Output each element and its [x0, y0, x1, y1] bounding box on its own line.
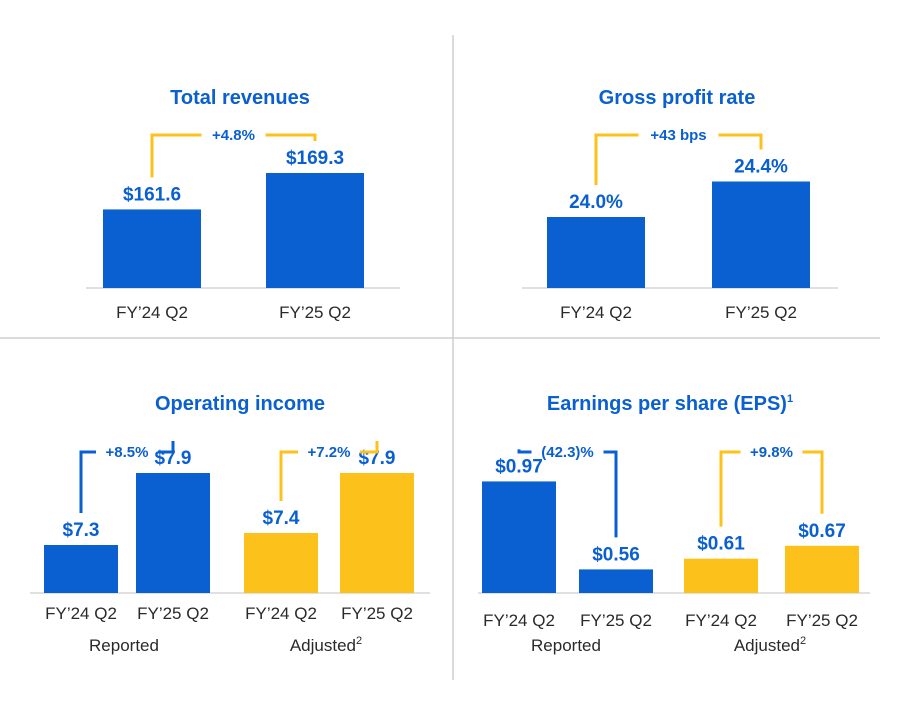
data-label: $169.3	[286, 148, 344, 169]
chart-title: Operating income	[155, 393, 325, 415]
group-label: Adjusted2	[734, 635, 806, 655]
change-connector	[79, 441, 175, 513]
data-label: $0.97	[495, 456, 543, 477]
tick-label: FY’25 Q2	[279, 303, 351, 322]
chart-title: Gross profit rate	[599, 87, 756, 109]
panel-total-revenues: Total revenues $161.6 $169.3 +4.8% FY’24 Q…	[86, 87, 400, 322]
bar	[547, 217, 645, 288]
bar	[684, 558, 758, 593]
bar	[785, 545, 859, 593]
data-label: $7.4	[263, 508, 300, 529]
bar	[266, 172, 364, 288]
change-connector	[279, 441, 379, 501]
group-label-text: Adjusted	[290, 636, 356, 655]
group-label: Reported	[531, 636, 601, 655]
change-label: (42.3)%	[541, 444, 594, 461]
change-connector	[594, 133, 763, 185]
bar	[340, 473, 414, 593]
data-label: $0.61	[697, 534, 745, 555]
change-connector	[719, 450, 824, 527]
data-label: $0.56	[592, 544, 640, 565]
change-connector	[150, 133, 317, 178]
tick-label: FY’24 Q2	[560, 303, 632, 322]
bar	[103, 209, 201, 288]
tick-label: FY’25 Q2	[580, 611, 652, 630]
footnote-marker: 2	[356, 635, 362, 647]
tick-label: FY’24 Q2	[116, 303, 188, 322]
data-label: $7.3	[63, 520, 100, 541]
change-label: +43 bps	[650, 127, 706, 144]
change-connector	[517, 449, 618, 538]
tick-label: FY’25 Q2	[725, 303, 797, 322]
data-label: 24.0%	[569, 192, 623, 213]
bar	[579, 569, 653, 593]
change-label: +8.5%	[106, 444, 149, 461]
tick-label: FY’24 Q2	[483, 611, 555, 630]
group-label-text: Adjusted	[734, 636, 800, 655]
tick-label: FY’24 Q2	[245, 604, 317, 623]
change-label: +9.8%	[750, 444, 793, 461]
footnote-marker: 2	[800, 635, 806, 647]
panel-operating-income: Operating income $7.3$7.9+8.5%$7.4$7.9+7…	[30, 393, 430, 655]
tick-label: FY’25 Q2	[341, 604, 413, 623]
panel-gross-profit-rate: Gross profit rate 24.0% 24.4% +43 bps FY’2…	[522, 87, 838, 322]
chart-title: Total revenues	[170, 87, 310, 109]
tick-label: FY’24 Q2	[685, 611, 757, 630]
tick-label: FY’25 Q2	[137, 604, 209, 623]
data-label: $0.67	[798, 521, 846, 542]
change-label: +7.2%	[308, 444, 351, 461]
panel-earnings-per-share: Earnings per share (EPS)1 $0.97 $0.56 (42.…	[478, 393, 870, 655]
bar	[44, 545, 118, 593]
chart-title: Earnings per share (EPS)1	[547, 393, 793, 415]
data-label: 24.4%	[734, 157, 788, 178]
bar	[136, 473, 210, 593]
bar	[712, 181, 810, 288]
tick-label: FY’24 Q2	[45, 604, 117, 623]
bar	[244, 533, 318, 593]
tick-label: FY’25 Q2	[786, 611, 858, 630]
group-label: Reported	[89, 636, 159, 655]
group-label: Adjusted2	[290, 635, 362, 655]
data-label: $161.6	[123, 184, 181, 205]
bar	[482, 481, 556, 593]
footnote-marker: 1	[787, 393, 793, 405]
chart-title-text: Earnings per share (EPS)	[547, 393, 787, 415]
change-label: +4.8%	[212, 127, 255, 144]
